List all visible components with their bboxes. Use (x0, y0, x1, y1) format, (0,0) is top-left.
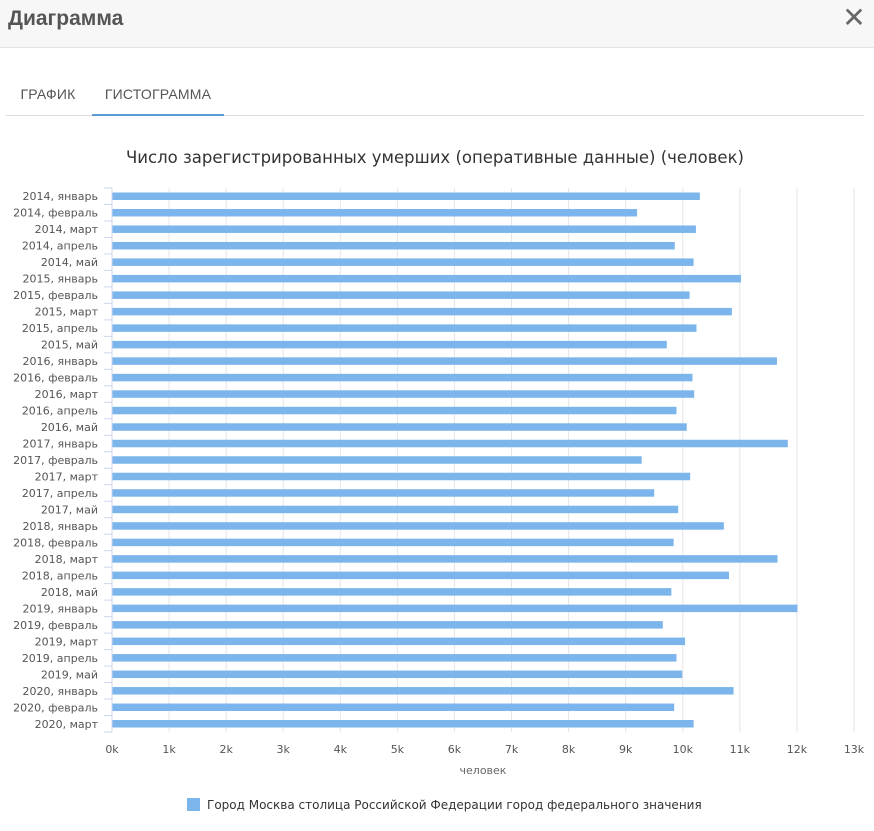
y-tick-label: 2019, январь (23, 602, 99, 615)
x-tick-label: 4k (334, 743, 348, 756)
bar[interactable] (112, 456, 642, 464)
y-tick-label: 2016, март (35, 388, 99, 401)
bar[interactable] (112, 588, 672, 596)
bar[interactable] (112, 489, 655, 497)
x-tick-label: 9k (619, 743, 633, 756)
bar[interactable] (112, 571, 730, 580)
bar[interactable] (112, 291, 690, 299)
legend[interactable]: Город Москва столица Российской Федераци… (187, 798, 702, 812)
bar[interactable] (112, 423, 687, 431)
y-tick-label: 2015, май (41, 339, 98, 352)
y-axis: 2014, январь 2014, февраль 2014, март 2014,… (13, 187, 113, 733)
bar[interactable] (112, 670, 683, 679)
y-tick-label: 2016, февраль (13, 372, 98, 385)
x-tick-label: 13k (844, 743, 865, 756)
bar[interactable] (112, 357, 777, 365)
y-tick-label: 2015, апрель (22, 322, 98, 335)
y-tick-label: 2014, март (35, 223, 99, 236)
bar[interactable] (112, 703, 675, 712)
x-tick-label: 0k (105, 743, 119, 756)
y-tick-label: 2014, январь (23, 190, 99, 203)
chart-title: Число зарегистрированных умерших (операт… (126, 148, 744, 167)
legend-swatch (187, 798, 200, 811)
bars (112, 192, 798, 728)
active-tab-indicator (92, 114, 224, 116)
x-tick-label: 7k (505, 743, 519, 756)
x-tick-label: 11k (730, 743, 751, 756)
y-tick-label: 2017, февраль (13, 454, 98, 467)
bar[interactable] (112, 439, 788, 448)
dialog-title: Диаграмма (8, 7, 124, 30)
y-tick-label: 2017, апрель (22, 487, 98, 500)
bar[interactable] (112, 225, 696, 233)
y-tick-label: 2016, май (41, 421, 98, 434)
bar[interactable] (112, 274, 741, 283)
x-axis: 0k 1k 2k 3k 4k 5k 6k 7k 8k 9k 10k 11k 12k 13k (105, 743, 864, 756)
tab-histogram[interactable]: ГИСТОГРАММА (104, 86, 212, 102)
bar[interactable] (112, 621, 663, 629)
y-tick-label: 2016, январь (23, 355, 99, 368)
bar[interactable] (112, 538, 674, 547)
y-tick-label: 2019, март (35, 635, 99, 648)
bar[interactable] (112, 406, 677, 415)
y-tick-label: 2014, февраль (13, 207, 98, 220)
y-tick-label: 2018, март (35, 553, 99, 566)
x-tick-label: 3k (277, 743, 291, 756)
tab-graph[interactable]: ГРАФИК (20, 86, 76, 102)
bar[interactable] (112, 472, 691, 481)
y-tick-label: 2017, май (41, 503, 98, 516)
x-tick-label: 6k (448, 743, 462, 756)
y-tick-label: 2014, май (41, 256, 98, 269)
bar[interactable] (112, 241, 675, 250)
legend-label: Город Москва столица Российской Федераци… (207, 798, 702, 812)
bar[interactable] (112, 192, 700, 200)
bar[interactable] (112, 307, 732, 316)
bar[interactable] (112, 720, 694, 728)
y-tick-label: 2020, февраль (13, 701, 98, 714)
y-tick-label: 2017, январь (23, 438, 99, 451)
x-tick-label: 5k (391, 743, 405, 756)
bar[interactable] (112, 258, 694, 266)
x-tick-label: 2k (219, 743, 233, 756)
y-tick-label: 2018, январь (23, 520, 99, 533)
y-tick-label: 2015, январь (23, 273, 99, 286)
y-tick-label: 2015, февраль (13, 289, 98, 302)
bar[interactable] (112, 208, 638, 217)
x-tick-label: 8k (562, 743, 576, 756)
bar[interactable] (112, 637, 686, 646)
bar-chart: Число зарегистрированных умерших (операт… (13, 148, 865, 812)
y-tick-label: 2018, февраль (13, 536, 98, 549)
y-tick-label: 2020, март (35, 718, 99, 731)
x-tick-label: 10k (673, 743, 694, 756)
bar[interactable] (112, 373, 693, 382)
bar[interactable] (112, 522, 724, 530)
bar[interactable] (112, 555, 778, 563)
y-tick-label: 2020, январь (23, 685, 99, 698)
x-axis-label: человек (460, 764, 507, 777)
bar[interactable] (112, 390, 695, 398)
y-tick-label: 2018, апрель (22, 569, 98, 582)
x-tick-label: 1k (162, 743, 176, 756)
y-tick-label: 2016, апрель (22, 405, 98, 418)
dialog-header: Диаграмма ✕ (0, 0, 874, 48)
bar[interactable] (112, 604, 798, 613)
y-tick-label: 2019, май (41, 668, 98, 681)
y-tick-label: 2014, апрель (22, 240, 98, 253)
x-tick-label: 12k (787, 743, 808, 756)
bar[interactable] (112, 687, 734, 695)
y-tick-label: 2017, март (35, 470, 99, 483)
bar[interactable] (112, 654, 677, 662)
bar[interactable] (112, 324, 697, 332)
y-tick-label: 2018, май (41, 586, 98, 599)
close-icon[interactable]: ✕ (842, 2, 866, 33)
y-tick-label: 2015, март (35, 306, 99, 319)
bar[interactable] (112, 505, 679, 514)
y-tick-label: 2019, апрель (22, 652, 98, 665)
y-tick-label: 2019, февраль (13, 619, 98, 632)
chart-tabs: ГРАФИК ГИСТОГРАММА (6, 72, 864, 116)
bar[interactable] (112, 340, 667, 349)
